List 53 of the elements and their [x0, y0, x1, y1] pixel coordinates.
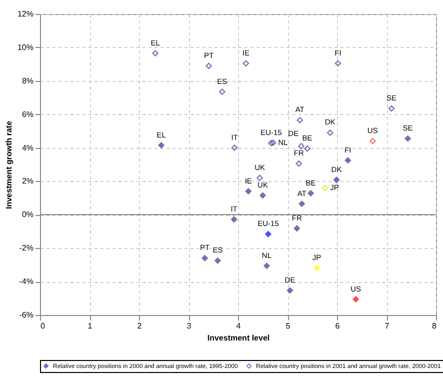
y-tick-label: 12%	[17, 10, 34, 18]
point	[333, 176, 340, 184]
point	[298, 200, 306, 208]
x-tick-label: 1	[88, 322, 93, 330]
y-tick-label: 6%	[22, 110, 34, 119]
y-tick-label: 10%	[17, 42, 34, 52]
y-tick-label: 4%	[22, 143, 34, 152]
point	[404, 135, 412, 142]
point	[307, 190, 314, 197]
y-tick-label: 0%	[22, 210, 34, 220]
point	[296, 116, 304, 124]
point	[245, 188, 252, 195]
point	[369, 138, 376, 144]
point	[158, 142, 165, 149]
x-tick-label: 5	[286, 322, 291, 330]
y-tick-label: 2%	[22, 176, 34, 186]
point	[344, 156, 352, 164]
x-tick-label: 6	[335, 322, 340, 330]
point	[298, 142, 305, 150]
point	[304, 145, 311, 152]
y-axis-title: Investment growth rate	[4, 120, 14, 210]
x-tick-label: 4	[236, 322, 242, 330]
point	[313, 264, 320, 272]
point	[230, 216, 238, 223]
y-tick-label: -6%	[19, 310, 34, 320]
point	[263, 262, 270, 270]
point	[388, 105, 395, 112]
x-tick-label: 0	[40, 322, 46, 330]
point	[264, 230, 272, 238]
point	[205, 62, 212, 70]
point	[214, 257, 222, 264]
y-tick-label: -4%	[19, 277, 34, 286]
point	[259, 192, 266, 199]
point	[242, 60, 250, 67]
x-tick-label: 2	[137, 322, 142, 330]
point	[152, 50, 159, 57]
point	[326, 129, 334, 136]
point	[231, 144, 238, 152]
x-tick-label: 7	[384, 322, 390, 330]
point	[201, 254, 208, 262]
point	[296, 160, 302, 168]
point	[218, 88, 226, 96]
y-tick-label: -2%	[19, 244, 34, 253]
point	[256, 174, 264, 182]
point	[294, 225, 300, 232]
y-tick-label: 8%	[22, 76, 34, 86]
point	[352, 296, 360, 303]
x-tick-label: 8	[432, 322, 438, 330]
point	[322, 184, 328, 192]
point	[334, 60, 342, 67]
point	[286, 287, 294, 294]
x-tick-label: 3	[186, 322, 192, 330]
x-axis-title: Investment level	[207, 334, 270, 342]
